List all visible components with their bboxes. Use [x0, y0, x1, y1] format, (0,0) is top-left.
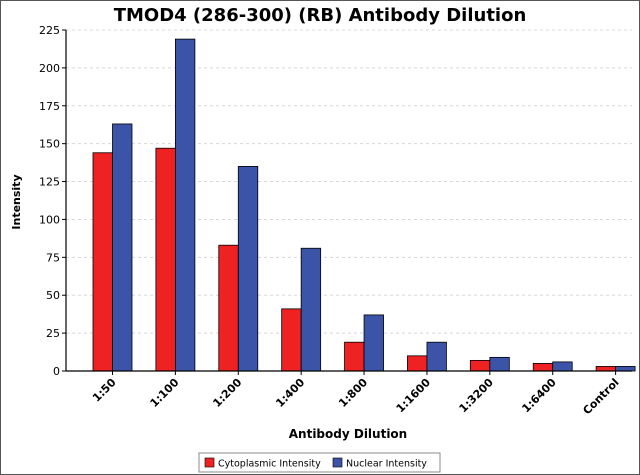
y-tick-label: 50: [46, 289, 60, 302]
bar-nuclear-2: [237, 165, 259, 372]
chart-title: TMOD4 (286-300) (RB) Antibody Dilution: [114, 5, 527, 26]
bar-nuclear-4: [363, 314, 384, 372]
bars: [92, 38, 636, 372]
y-tick-label: 150: [39, 138, 60, 151]
bar-nuclear-7: [552, 361, 573, 372]
bar-nuclear-6: [489, 356, 510, 372]
bar-cytoplasmic-8: [595, 366, 617, 372]
y-tick-label: 25: [46, 327, 60, 340]
bar-cytoplasmic-4: [344, 341, 365, 372]
bar-cytoplasmic-1: [155, 147, 176, 372]
y-tick-label: 0: [53, 365, 60, 378]
bar-nuclear-3: [300, 247, 322, 372]
x-axis-label: Antibody Dilution: [289, 427, 407, 441]
y-axis-label: Intensity: [10, 174, 23, 229]
legend-label: Cytoplasmic Intensity: [218, 459, 321, 470]
axes: [65, 30, 632, 372]
legend-box: [198, 452, 441, 473]
y-tick-label: 125: [39, 176, 60, 189]
legend: Cytoplasmic Intensity Nuclear Intensity: [198, 452, 441, 473]
bar-cytoplasmic-3: [281, 308, 302, 372]
bar-cytoplasmic-0: [92, 152, 113, 372]
bar-cytoplasmic-2: [218, 244, 239, 372]
y-tick-label: 200: [39, 62, 60, 75]
legend-label: Nuclear Intensity: [346, 459, 427, 470]
bar-cytoplasmic-7: [532, 363, 554, 372]
y-tick-label: 225: [39, 24, 60, 37]
y-tick-label: 100: [39, 213, 60, 226]
bar-nuclear-8: [615, 366, 636, 372]
legend-swatch: [204, 457, 215, 468]
bar-cytoplasmic-6: [469, 359, 491, 372]
bar-cytoplasmic-5: [407, 355, 428, 372]
y-axis-ticks: 0 25 50 75 100 125 150 175 200 225: [39, 24, 66, 378]
bar-nuclear-0: [112, 123, 133, 372]
legend-swatch: [332, 457, 343, 468]
gridlines: [66, 29, 632, 334]
bar-nuclear-1: [174, 38, 196, 372]
y-tick-label: 175: [39, 100, 60, 113]
bar-nuclear-5: [426, 341, 447, 372]
y-tick-label: 75: [46, 251, 60, 264]
